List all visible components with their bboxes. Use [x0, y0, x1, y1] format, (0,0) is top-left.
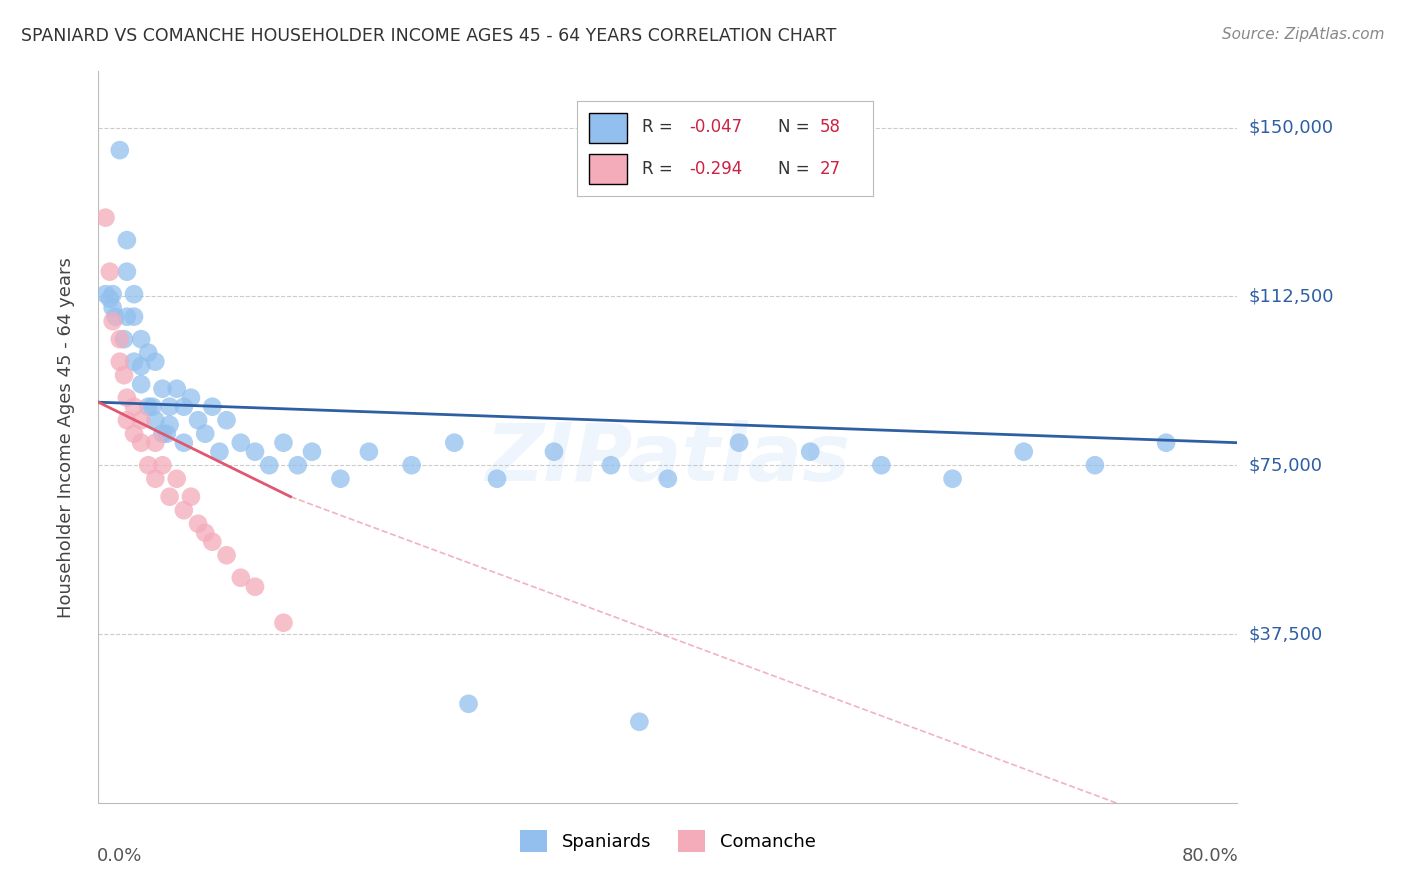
Text: SPANIARD VS COMANCHE HOUSEHOLDER INCOME AGES 45 - 64 YEARS CORRELATION CHART: SPANIARD VS COMANCHE HOUSEHOLDER INCOME … [21, 27, 837, 45]
Legend: Spaniards, Comanche: Spaniards, Comanche [513, 823, 823, 860]
Point [799, 444, 821, 458]
Point [229, 571, 252, 585]
Point [259, 458, 281, 473]
Point [628, 714, 651, 729]
Point [104, 310, 127, 324]
Point [243, 580, 266, 594]
Point [942, 472, 965, 486]
Point [194, 525, 217, 540]
Point [101, 287, 124, 301]
Point [287, 458, 309, 473]
Point [115, 391, 138, 405]
Point [136, 458, 159, 473]
Point [112, 368, 135, 383]
Point [657, 472, 679, 486]
Y-axis label: Householder Income Ages 45 - 64 years: Householder Income Ages 45 - 64 years [56, 257, 75, 617]
Point [129, 413, 152, 427]
Point [166, 472, 188, 486]
Text: $150,000: $150,000 [1249, 119, 1333, 136]
Point [101, 301, 124, 315]
Point [273, 435, 295, 450]
Point [129, 359, 152, 374]
Point [159, 490, 181, 504]
Point [159, 417, 181, 432]
Point [115, 413, 138, 427]
Point [329, 472, 352, 486]
Point [115, 265, 138, 279]
Point [129, 377, 152, 392]
Point [98, 292, 121, 306]
Point [194, 426, 217, 441]
Point [543, 444, 565, 458]
Point [187, 516, 209, 531]
Point [156, 426, 179, 441]
Point [152, 382, 174, 396]
Point [115, 233, 138, 247]
Text: Source: ZipAtlas.com: Source: ZipAtlas.com [1222, 27, 1385, 42]
Text: $37,500: $37,500 [1249, 625, 1323, 643]
Point [129, 435, 152, 450]
Point [122, 400, 145, 414]
Point [173, 400, 195, 414]
Point [443, 435, 465, 450]
Point [108, 354, 131, 368]
Text: $112,500: $112,500 [1249, 287, 1334, 305]
Point [145, 472, 167, 486]
Point [243, 444, 266, 458]
Point [201, 534, 224, 549]
Point [136, 345, 159, 359]
Text: ZIPatlas: ZIPatlas [485, 420, 851, 498]
Point [122, 287, 145, 301]
Point [115, 310, 138, 324]
Point [122, 310, 145, 324]
Text: 80.0%: 80.0% [1181, 847, 1239, 864]
Point [1012, 444, 1035, 458]
Point [201, 400, 224, 414]
Point [401, 458, 423, 473]
Point [112, 332, 135, 346]
Point [600, 458, 623, 473]
Point [173, 435, 195, 450]
Point [457, 697, 479, 711]
Point [108, 143, 131, 157]
Point [215, 413, 238, 427]
Point [141, 400, 163, 414]
Point [145, 413, 167, 427]
Point [122, 354, 145, 368]
Point [122, 426, 145, 441]
Point [301, 444, 323, 458]
Point [180, 490, 202, 504]
Point [357, 444, 380, 458]
Point [166, 382, 188, 396]
Point [728, 435, 751, 450]
Text: $75,000: $75,000 [1249, 456, 1323, 475]
Point [145, 354, 167, 368]
Point [215, 548, 238, 562]
Point [108, 332, 131, 346]
Point [94, 287, 117, 301]
Point [152, 458, 174, 473]
Point [1154, 435, 1177, 450]
Point [159, 400, 181, 414]
Point [208, 444, 231, 458]
Point [136, 400, 159, 414]
Point [187, 413, 209, 427]
Point [145, 435, 167, 450]
Point [94, 211, 117, 225]
Point [129, 332, 152, 346]
Point [152, 426, 174, 441]
Point [870, 458, 893, 473]
Point [98, 265, 121, 279]
Text: 0.0%: 0.0% [97, 847, 142, 864]
Point [273, 615, 295, 630]
Point [486, 472, 509, 486]
Point [173, 503, 195, 517]
Point [1084, 458, 1107, 473]
Point [180, 391, 202, 405]
Point [229, 435, 252, 450]
Point [101, 314, 124, 328]
